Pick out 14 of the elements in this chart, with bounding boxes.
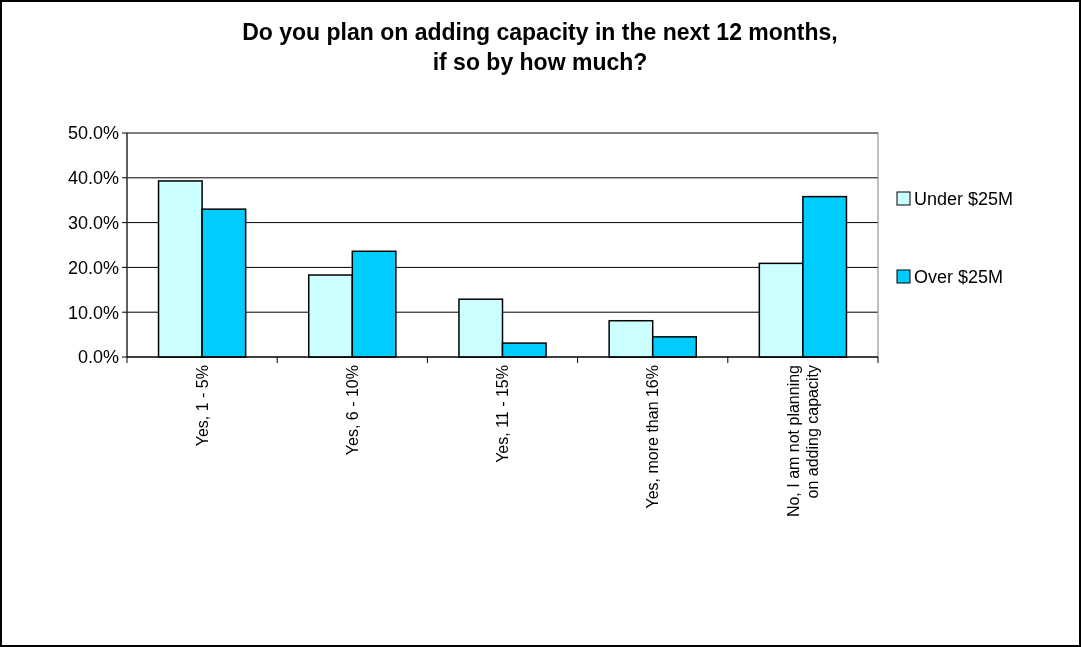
x-tick-label: Yes, 6 - 10%	[343, 365, 361, 456]
x-tick-label: Yes, 1 - 5%	[193, 365, 211, 447]
x-tick-label: No, I am not planning on adding capacity	[784, 365, 822, 518]
y-tick-label: 10.0%	[67, 302, 119, 323]
y-tick-label: 30.0%	[67, 212, 119, 233]
y-tick-label: 40.0%	[67, 168, 119, 189]
legend-label: Over $25M	[914, 267, 1004, 288]
chart-title: Do you plan on adding capacity in the next 12 months, if so by how much?	[242, 19, 838, 75]
y-tick-label: 50.0%	[67, 123, 119, 144]
legend-label: Under $25M	[914, 189, 1014, 210]
y-tick-label: 0.0%	[77, 347, 119, 368]
x-tick-label: Yes, more than 16%	[644, 365, 662, 509]
x-tick-label: Yes, 11 - 15%	[494, 365, 512, 463]
y-tick-label: 20.0%	[67, 257, 119, 278]
